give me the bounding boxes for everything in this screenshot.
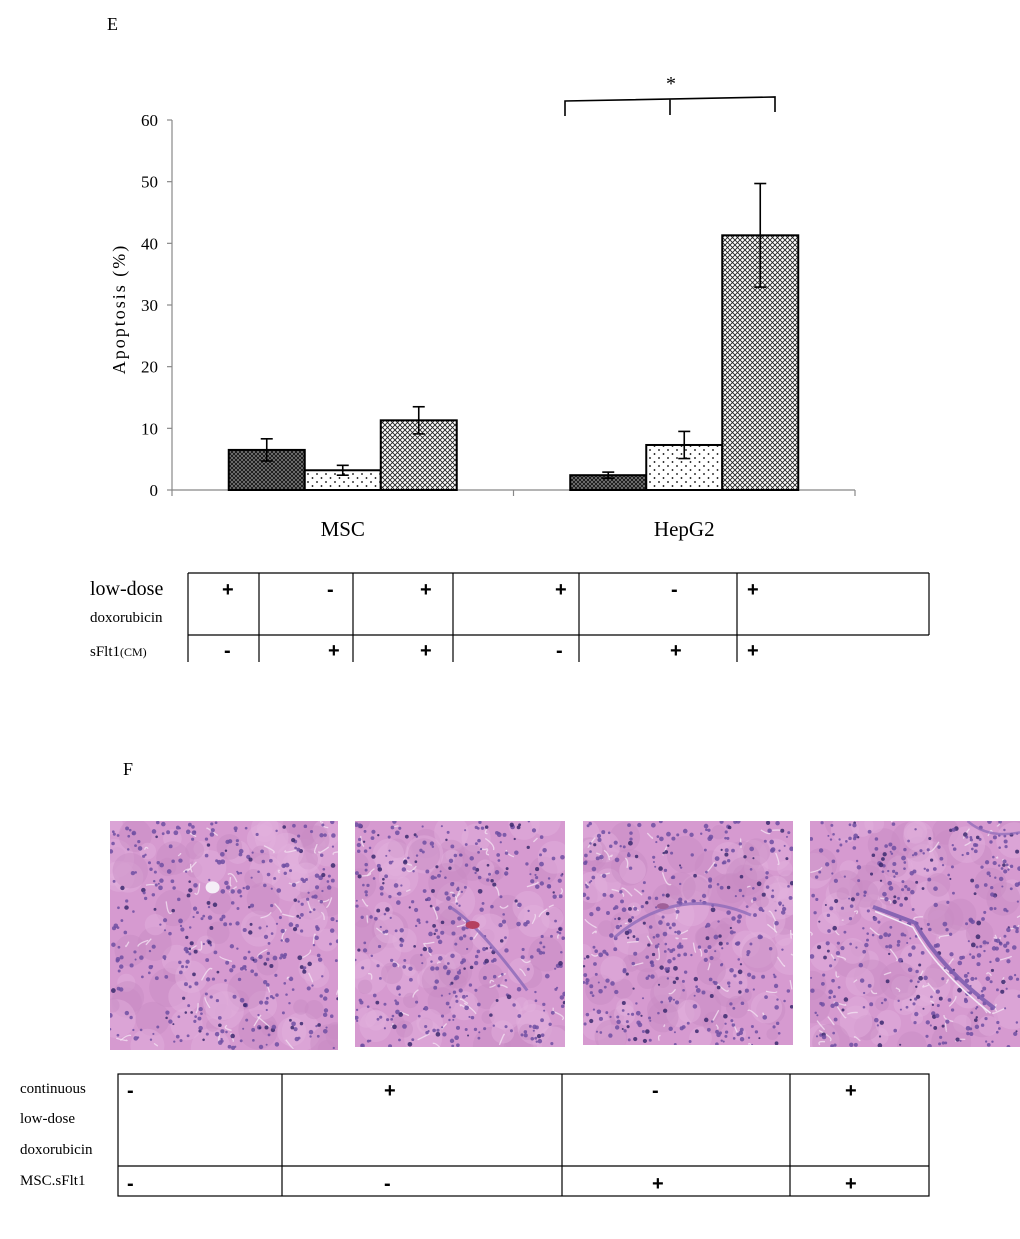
e-row1-label-line2: doxorubicin: [90, 610, 163, 626]
e-row2-label: sFlt1(CM): [90, 645, 147, 660]
x-category-label: MSC: [321, 517, 365, 541]
y-axis-label: Apoptosis (%): [109, 244, 130, 375]
e-r2-sign-3: +: [420, 640, 432, 662]
e-row2-label-main: sFlt1: [90, 644, 121, 660]
e-r2-sign-6: +: [747, 640, 759, 662]
panel-e-label: E: [107, 14, 118, 34]
f-r1-sign-3: -: [652, 1080, 659, 1102]
f-r2-sign-1: -: [127, 1173, 134, 1195]
f-row2-label: MSC.sFlt1: [20, 1173, 86, 1189]
y-tick-label: 20: [141, 358, 158, 377]
significance-bracket: *: [564, 73, 776, 116]
f-r1-sign-4: +: [845, 1080, 857, 1102]
e-row1-label-line1: low-dose: [90, 578, 164, 600]
e-r1-sign-6: +: [747, 579, 759, 601]
f-condition-table: [117, 1073, 930, 1197]
f-row1-label-line3: doxorubicin: [20, 1142, 93, 1158]
e-r1-sign-1: +: [222, 579, 234, 601]
f-row1-label-line1: continuous: [20, 1081, 86, 1097]
e-r2-sign-1: -: [224, 640, 231, 662]
e-r1-sign-4: +: [555, 579, 567, 601]
chart-bars: [227, 182, 800, 492]
apoptosis-bar-chart: 0 10 20 30 40 50 60 Apoptosis (%) MSC HepG2 *: [109, 73, 856, 541]
f-r1-sign-1: -: [127, 1080, 134, 1102]
significance-star: *: [666, 73, 676, 95]
liver-micrograph-3: [583, 821, 793, 1045]
e-r2-sign-4: -: [556, 640, 563, 662]
e-r1-sign-3: +: [420, 579, 432, 601]
e-condition-table: [187, 572, 930, 662]
x-category-label: HepG2: [654, 517, 715, 541]
liver-micrograph-4: [810, 821, 1020, 1047]
f-r2-sign-2: -: [384, 1173, 391, 1195]
chart-labels: 0 10 20 30 40 50 60 Apoptosis (%) MSC HepG2: [109, 111, 715, 541]
y-tick-label: 50: [141, 173, 158, 192]
e-r2-sign-5: +: [670, 640, 682, 662]
panel-f-label: F: [123, 759, 134, 779]
e-r2-sign-2: +: [328, 640, 340, 662]
y-tick-label: 40: [141, 234, 158, 253]
liver-micrograph-1: [110, 821, 338, 1050]
y-tick-label: 0: [150, 481, 159, 500]
e-row2-label-sub: (CM): [120, 645, 147, 659]
f-r2-sign-4: +: [845, 1173, 857, 1195]
e-r1-sign-5: -: [671, 579, 678, 601]
liver-micrograph-2: [355, 821, 565, 1047]
y-tick-label: 30: [141, 296, 158, 315]
f-r2-sign-3: +: [652, 1173, 664, 1195]
f-r1-sign-2: +: [384, 1080, 396, 1102]
y-tick-label: 60: [141, 111, 158, 130]
e-r1-sign-2: -: [327, 579, 334, 601]
f-row1-label-line2: low-dose: [20, 1111, 75, 1127]
y-tick-label: 10: [141, 419, 158, 438]
